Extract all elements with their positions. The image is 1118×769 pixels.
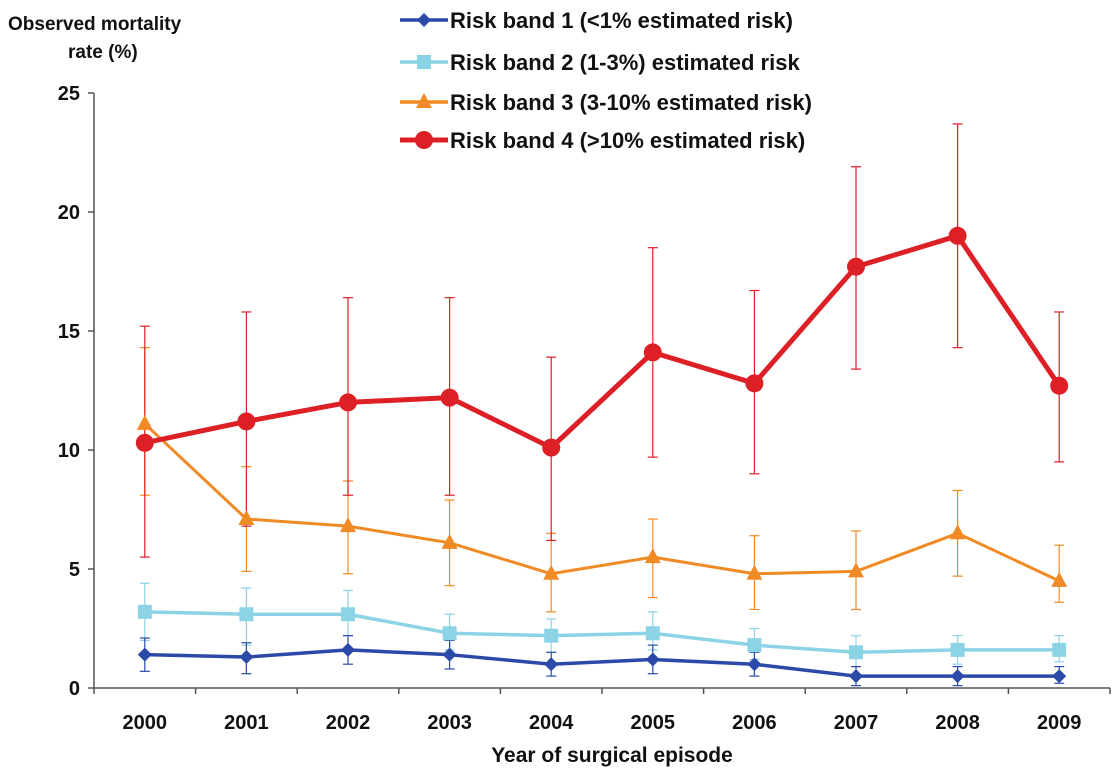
- x-tick-label: 2004: [529, 712, 574, 734]
- legend-marker: [417, 13, 431, 27]
- data-point-band-3: [848, 562, 864, 578]
- data-point-band-1: [341, 642, 355, 657]
- y-axis-title-line-1: Observed mortality: [8, 14, 182, 35]
- y-tick-label: 10: [58, 440, 80, 462]
- legend-marker: [416, 93, 432, 108]
- data-point-band-1: [442, 647, 457, 662]
- y-tick-label: 0: [69, 678, 80, 700]
- x-tick-label: 2005: [631, 712, 676, 734]
- x-tick-label: 2007: [834, 712, 879, 734]
- data-point-band-1: [137, 647, 152, 662]
- x-tick-label: 2002: [326, 712, 371, 734]
- data-point-band-1: [544, 657, 559, 672]
- data-point-band-3: [644, 548, 661, 564]
- data-point-band-2: [1052, 642, 1067, 657]
- y-tick-label: 25: [58, 83, 80, 105]
- y-axis-title: Observed mortality rate (%): [8, 14, 182, 63]
- data-point-band-1: [849, 669, 863, 684]
- y-tick-label: 20: [58, 202, 80, 224]
- data-point-band-4: [339, 393, 357, 412]
- data-point-band-2: [747, 638, 762, 653]
- data-point-band-3: [136, 414, 153, 430]
- error-bars: [139, 123, 1065, 687]
- legend: Risk band 1 (<1% estimated risk) Risk ban…: [400, 8, 812, 153]
- series-line-band-3: [143, 422, 1060, 583]
- series-lines: [143, 233, 1062, 678]
- data-point-band-3: [543, 564, 560, 580]
- data-point-band-2: [849, 645, 863, 660]
- data-point-band-2: [442, 626, 457, 641]
- data-point-band-4: [1050, 376, 1069, 395]
- data-point-band-1: [950, 669, 965, 684]
- data-point-band-3: [340, 517, 356, 533]
- data-point-band-3: [1051, 571, 1068, 587]
- x-tick-label: 2003: [427, 712, 472, 734]
- data-point-band-3: [949, 524, 966, 540]
- data-point-band-4: [237, 412, 256, 431]
- x-axis-title: Year of surgical episode: [491, 744, 733, 767]
- data-point-band-1: [239, 650, 254, 665]
- y-tick-label: 15: [58, 321, 80, 343]
- data-point-band-2: [137, 604, 152, 619]
- data-point-band-2: [645, 626, 660, 641]
- data-point-band-3: [746, 564, 763, 580]
- data-point-band-1: [1052, 669, 1067, 684]
- x-tick-label: 2001: [224, 712, 269, 734]
- series-line-band-2: [144, 610, 1060, 655]
- legend-marker: [415, 131, 433, 149]
- data-point-band-4: [948, 226, 967, 245]
- y-axis-ticks: 0 5 10 15 20 25: [58, 83, 94, 700]
- legend-label: Risk band 4 (>10% estimated risk): [450, 128, 805, 153]
- legend-label: Risk band 3 (3-10% estimated risk): [450, 90, 812, 115]
- legend-label: Risk band 2 (1-3%) estimated risk: [450, 50, 800, 75]
- legend-marker: [417, 55, 431, 69]
- series-line-band-4: [144, 233, 1062, 451]
- data-point-band-4: [440, 388, 459, 407]
- data-point-band-2: [341, 607, 355, 622]
- x-tick-label: 2000: [123, 712, 168, 734]
- data-point-band-4: [135, 433, 154, 452]
- y-axis-title-line-2: rate (%): [68, 42, 138, 63]
- data-point-band-3: [238, 510, 255, 526]
- legend-label: Risk band 1 (<1% estimated risk): [450, 8, 793, 33]
- data-point-band-2: [544, 628, 559, 643]
- data-point-band-1: [645, 652, 660, 667]
- data-point-band-4: [847, 257, 865, 276]
- data-point-band-2: [950, 642, 965, 657]
- data-point-band-4: [643, 343, 662, 362]
- series-markers: [135, 226, 1069, 684]
- x-tick-label: 2008: [935, 712, 980, 734]
- data-point-band-4: [542, 438, 561, 457]
- x-tick-label: 2006: [732, 712, 777, 734]
- x-axis-ticks: 2000 2001 2002 2003 2004 2005 2006 2007 2008 2009: [93, 688, 1111, 734]
- y-tick-label: 5: [69, 559, 80, 581]
- series-line-band-1: [144, 648, 1060, 678]
- x-tick-label: 2009: [1037, 712, 1082, 734]
- data-point-band-3: [441, 533, 458, 549]
- data-point-band-4: [745, 374, 764, 393]
- data-point-band-1: [747, 657, 762, 672]
- data-point-band-2: [239, 607, 254, 622]
